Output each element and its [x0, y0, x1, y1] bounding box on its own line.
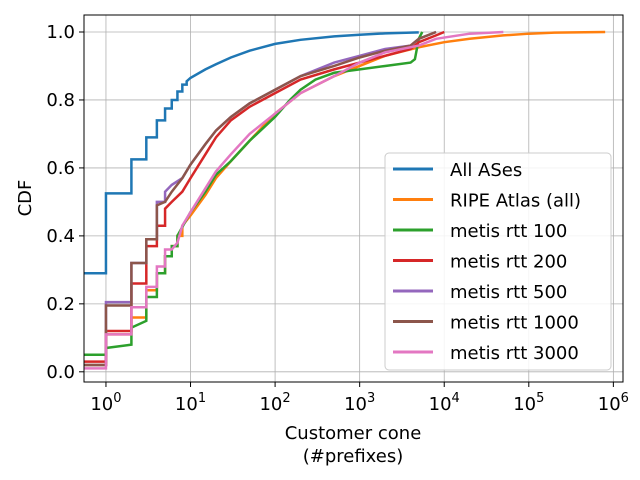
- legend-label-all-ases: All ASes: [450, 160, 522, 181]
- y-axis: 0.0 0.2 0.4 0.6 0.8 1.0: [46, 22, 84, 383]
- series-layer: [84, 30, 606, 370]
- x-tick-exponent: 6: [621, 391, 629, 406]
- series-line-metis-rtt-3000: [84, 30, 504, 370]
- x-axis: 100 101 102 103 104 105 106: [90, 382, 629, 415]
- y-tick-label: 1.0: [46, 22, 75, 43]
- x-tick-label: 101: [175, 391, 206, 415]
- x-tick-label: 100: [90, 391, 121, 415]
- x-tick-exponent: 0: [113, 391, 121, 406]
- legend: All ASes RIPE Atlas (all) metis rtt 100 met…: [384, 152, 612, 371]
- legend-label-ripe-atlas-all: RIPE Atlas (all): [450, 191, 581, 212]
- y-tick-label: 0.6: [46, 158, 75, 179]
- legend-label-metis-rtt-1000: metis rtt 1000: [450, 313, 579, 334]
- y-axis-label: CDF: [15, 180, 36, 217]
- series-line-metis-rtt-1000: [84, 30, 437, 367]
- legend-label-metis-rtt-3000: metis rtt 3000: [450, 343, 579, 364]
- x-tick-label: 103: [344, 391, 375, 415]
- x-tick-exponent: 1: [198, 391, 206, 406]
- legend-label-metis-rtt-100: metis rtt 100: [450, 221, 567, 242]
- legend-box: [384, 152, 612, 371]
- x-tick-label: 105: [513, 391, 544, 415]
- series-line-all-ases: [84, 31, 419, 275]
- y-tick-label: 0.8: [46, 90, 75, 111]
- legend-label-metis-rtt-500: metis rtt 500: [450, 282, 567, 303]
- x-tick-label: 104: [429, 391, 460, 415]
- x-tick-exponent: 2: [282, 391, 290, 406]
- x-tick-exponent: 4: [452, 391, 460, 406]
- x-tick-exponent: 5: [536, 391, 544, 406]
- plot-frame: [83, 14, 624, 383]
- x-tick-label: 102: [259, 391, 290, 415]
- x-tick-exponent: 3: [367, 391, 375, 406]
- x-axis-label-line2: (#prefixes): [303, 446, 404, 467]
- x-axis-label: Customer cone: [285, 423, 422, 444]
- y-tick-label: 0.0: [46, 362, 75, 383]
- legend-label-metis-rtt-200: metis rtt 200: [450, 252, 567, 273]
- y-tick-label: 0.4: [46, 226, 75, 247]
- y-tick-label: 0.2: [46, 294, 75, 315]
- series-line-metis-rtt-200: [84, 30, 445, 363]
- x-tick-label: 106: [598, 391, 629, 415]
